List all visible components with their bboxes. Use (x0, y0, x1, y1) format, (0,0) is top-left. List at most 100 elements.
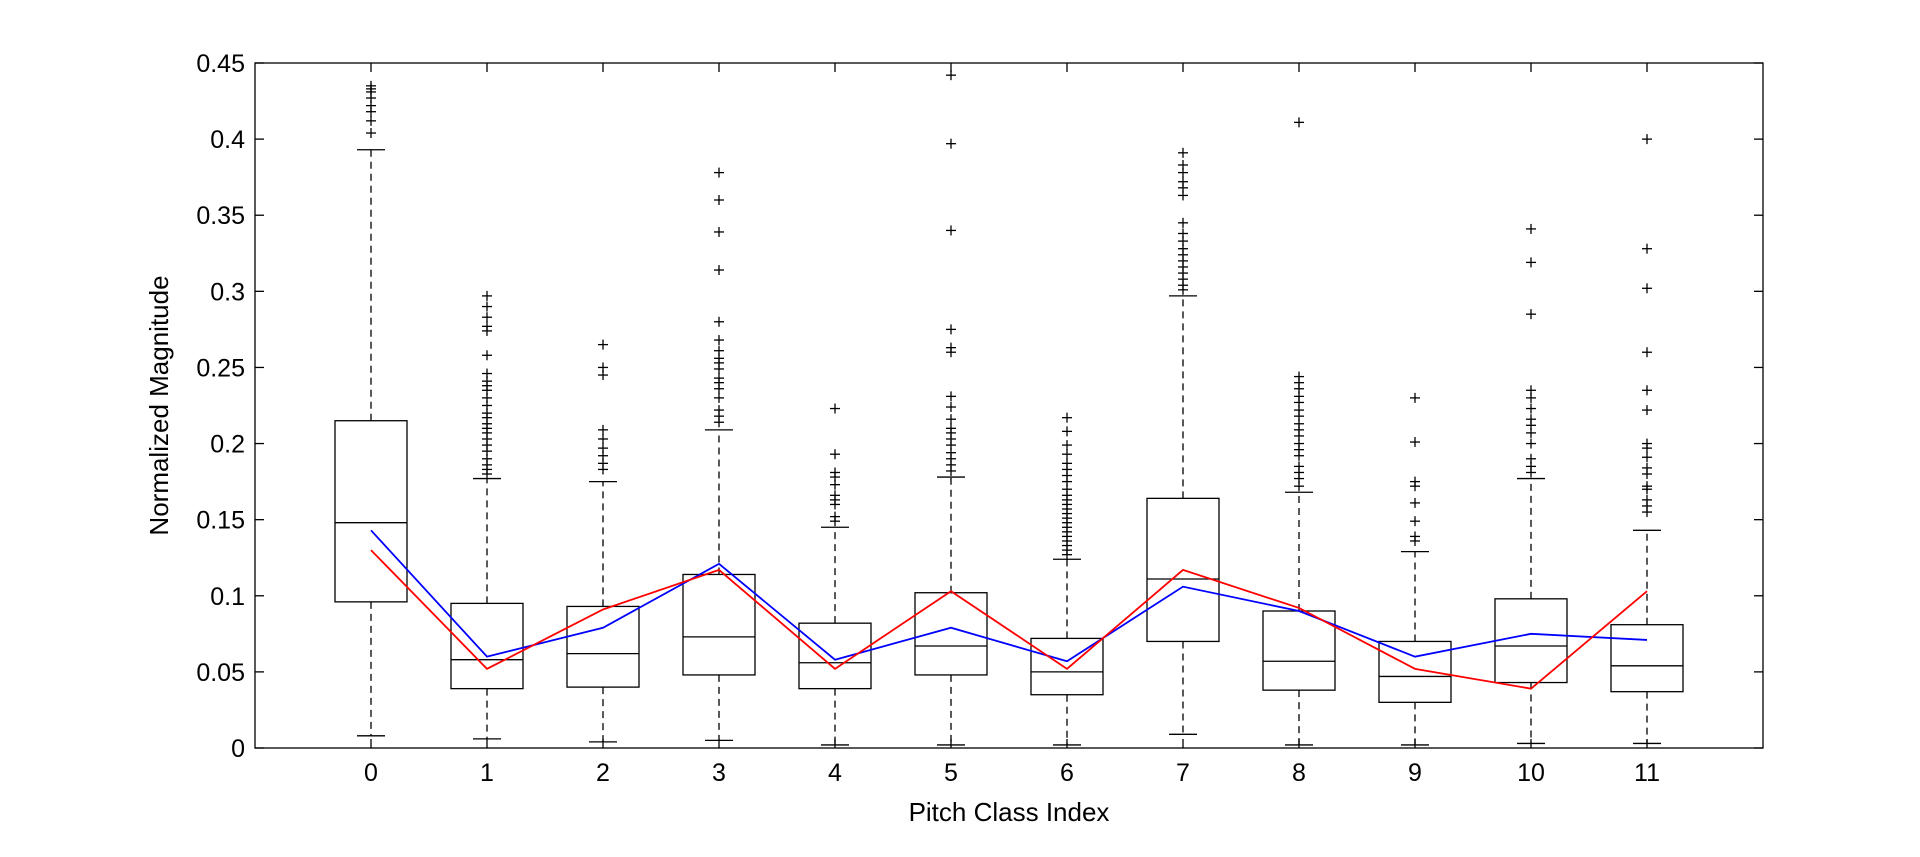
outlier-marker (598, 339, 608, 350)
outlier-marker (1642, 481, 1652, 492)
outlier-marker (1062, 412, 1072, 423)
iqr-box (334, 420, 408, 603)
outlier-marker (1178, 228, 1188, 239)
x-tick-label: 0 (364, 759, 378, 787)
box-8 (1262, 491, 1336, 746)
box-2 (566, 480, 640, 743)
outlier-marker (714, 373, 724, 384)
outlier-marker (1642, 405, 1652, 416)
box-0 (334, 149, 408, 737)
x-tick-label: 6 (1060, 759, 1074, 787)
outlier-marker (1642, 243, 1652, 254)
outlier-marker (482, 312, 492, 323)
x-tick-label: 4 (828, 759, 842, 787)
outlier-marker (714, 335, 724, 346)
outlier-marker (1526, 257, 1536, 268)
y-axis-label: Normalized Magnitude (144, 275, 174, 535)
outlier-marker (366, 128, 376, 139)
iqr-box (1262, 610, 1336, 691)
outlier-marker (1410, 531, 1420, 542)
series-line-2 (370, 549, 1648, 690)
x-axis-label: Pitch Class Index (909, 797, 1110, 827)
y-tick-label: 0.4 (210, 126, 245, 154)
outlier-marker (714, 265, 724, 276)
outlier-marker (1062, 426, 1072, 437)
outlier-marker (946, 70, 956, 81)
y-tick-label: 0.05 (196, 659, 245, 687)
outlier-marker (1526, 385, 1536, 396)
outlier-marker (946, 391, 956, 402)
y-tick-label: 0.2 (210, 431, 245, 459)
outlier-marker (1062, 440, 1072, 451)
outlier-marker (1410, 497, 1420, 508)
outlier-marker (366, 80, 376, 91)
y-tick-label: 0.45 (196, 50, 245, 78)
outlier-marker (830, 403, 840, 414)
outlier-marker (1178, 147, 1188, 158)
outlier-marker (482, 321, 492, 332)
outlier-marker (1526, 414, 1536, 425)
outlier-marker (598, 362, 608, 373)
iqr-box (798, 622, 872, 690)
iqr-box (1610, 624, 1684, 693)
iqr-box (1494, 598, 1568, 684)
outlier-marker (1642, 347, 1652, 358)
series-line-1 (370, 529, 1648, 663)
outlier-marker (946, 138, 956, 149)
outlier-marker (830, 511, 840, 522)
outlier-marker (946, 324, 956, 335)
outlier-marker (1526, 438, 1536, 449)
outlier-marker (714, 345, 724, 356)
outlier-marker (1642, 438, 1652, 449)
outlier-marker (1526, 309, 1536, 320)
iqr-box (1146, 497, 1220, 643)
outlier-marker (1642, 462, 1652, 473)
outlier-marker (1526, 453, 1536, 464)
outlier-marker (598, 424, 608, 435)
outlier-marker (482, 350, 492, 361)
outlier-marker (1294, 461, 1304, 472)
y-tick-label: 0.15 (196, 507, 245, 535)
x-tick-label: 7 (1176, 759, 1190, 787)
outlier-marker (1410, 476, 1420, 487)
x-tick-label: 1 (480, 759, 494, 787)
outlier-marker (714, 226, 724, 237)
outlier-marker (482, 290, 492, 301)
outlier-marker (1410, 516, 1420, 527)
outlier-marker (1178, 217, 1188, 228)
outlier-marker (482, 368, 492, 379)
outlier-marker (598, 443, 608, 454)
outlier-marker (830, 490, 840, 501)
box-1 (450, 477, 524, 740)
iqr-box (1378, 640, 1452, 703)
outlier-marker (946, 225, 956, 236)
outlier-marker (482, 301, 492, 312)
x-tick-label: 8 (1292, 759, 1306, 787)
x-tick-label: 5 (944, 759, 958, 787)
box-10 (1494, 477, 1568, 745)
outlier-marker (1642, 452, 1652, 463)
outlier-marker (366, 115, 376, 126)
outlier-marker (1642, 283, 1652, 294)
outlier-marker (714, 405, 724, 416)
outlier-marker (1526, 223, 1536, 234)
plot-frame (254, 62, 1764, 749)
y-tick-label: 0 (231, 735, 245, 763)
outlier-marker (946, 342, 956, 353)
outlier-marker (1410, 437, 1420, 448)
x-tick-label: 10 (1517, 759, 1545, 787)
outlier-marker (714, 392, 724, 403)
outlier-marker (1642, 494, 1652, 505)
outlier-marker (1410, 392, 1420, 403)
outlier-marker (1526, 403, 1536, 414)
box-9 (1378, 550, 1452, 746)
iqr-box (682, 573, 756, 676)
x-tick-label: 3 (712, 759, 726, 787)
box-5 (914, 476, 988, 746)
y-tick-label: 0.1 (210, 583, 245, 611)
outlier-marker (1062, 458, 1072, 469)
y-tick-label: 0.35 (196, 202, 245, 230)
outlier-marker (1294, 117, 1304, 128)
